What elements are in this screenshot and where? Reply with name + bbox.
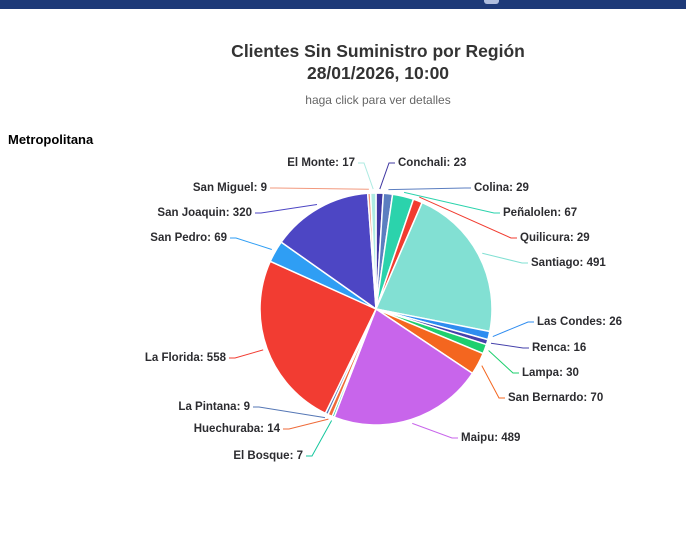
slice-label-el-monte[interactable]: El Monte: 17 (287, 157, 355, 169)
chart-title-line1: Clientes Sin Suministro por Región (231, 41, 525, 61)
slice-label-penalolen[interactable]: Peñalolen: 67 (503, 207, 578, 219)
slice-label-renca[interactable]: Renca: 16 (532, 342, 587, 354)
pie-slice-maipu[interactable] (333, 308, 474, 426)
slice-label-san-joaquin[interactable]: San Joaquin: 320 (157, 207, 252, 219)
slice-label-el-bosque[interactable]: El Bosque: 7 (233, 450, 303, 462)
pie-slice-santiago[interactable] (375, 201, 493, 333)
slice-label-san-miguel[interactable]: San Miguel: 9 (192, 182, 267, 194)
slice-label-conchali[interactable]: Conchali: 23 (398, 157, 467, 169)
label-connector-el-monte (358, 162, 374, 190)
slice-label-san-pedro[interactable]: San Pedro: 69 (150, 232, 227, 244)
label-connector-san-bernardo (481, 365, 505, 399)
chart-title-date: 28/01/2026, 10:00 (306, 63, 450, 83)
label-connector-las-condes (492, 321, 534, 337)
label-connector-el-bosque (306, 420, 333, 457)
region-label: Metropolitana (8, 132, 94, 147)
slice-label-maipu[interactable]: Maipu: 489 (461, 432, 521, 444)
label-connector-penalolen (403, 191, 500, 214)
slice-label-san-bernardo[interactable]: San Bernardo: 70 (508, 392, 604, 404)
label-connector-colina (388, 187, 471, 191)
slice-label-colina[interactable]: Colina: 29 (474, 182, 529, 194)
top-bar (0, 0, 686, 9)
label-connector-maipu (412, 422, 458, 439)
slice-label-lampa[interactable]: Lampa: 30 (522, 367, 579, 379)
slice-label-las-condes[interactable]: Las Condes: 26 (537, 316, 622, 328)
label-connector-san-joaquin (255, 204, 318, 214)
chart-subtitle: haga click para ver detalles (305, 93, 451, 107)
label-connector-quilicura (419, 196, 517, 239)
label-connector-lampa (488, 350, 519, 374)
pie-slice-la-florida[interactable] (259, 260, 377, 415)
label-connector-la-pintana (253, 406, 326, 419)
slice-label-la-florida[interactable]: La Florida: 558 (144, 352, 226, 364)
pie-slice-san-joaquin[interactable] (280, 192, 377, 310)
chart-title: Clientes Sin Suministro por Región 28/01… (231, 40, 525, 84)
slice-label-santiago[interactable]: Santiago: 491 (531, 257, 606, 269)
label-connector-san-miguel (270, 187, 369, 190)
label-connector-renca (490, 342, 529, 349)
logo-fragment (484, 0, 499, 4)
label-connector-conchali (379, 162, 395, 190)
slice-label-huechuraba[interactable]: Huechuraba: 14 (193, 423, 280, 435)
label-connector-san-pedro (230, 237, 272, 250)
label-connector-santiago (482, 252, 528, 264)
label-connector-huechuraba (283, 418, 329, 430)
label-connector-la-florida (229, 349, 264, 359)
slice-label-la-pintana[interactable]: La Pintana: 9 (178, 401, 250, 413)
pie-slice-el-monte[interactable] (369, 192, 377, 310)
slice-label-quilicura[interactable]: Quilicura: 29 (520, 232, 590, 244)
